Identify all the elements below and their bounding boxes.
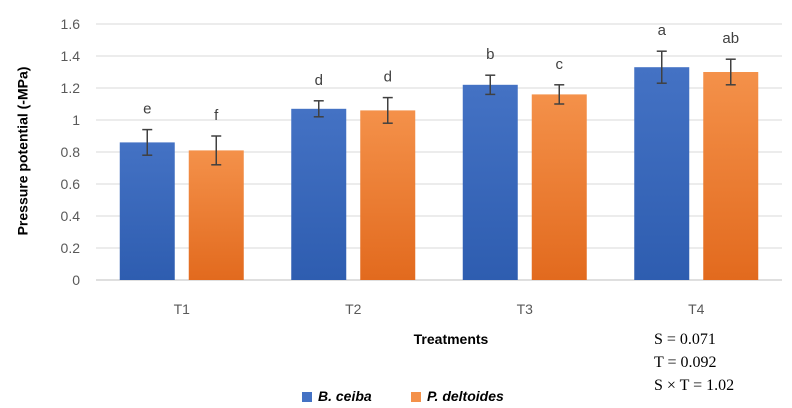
y-tick-label: 1.4	[61, 48, 81, 64]
bar-b-ceiba-t1	[119, 142, 175, 280]
error-bar	[313, 100, 324, 118]
legend-label-b-ceiba: B. ceiba	[318, 388, 372, 404]
y-tick-label: 0.4	[61, 208, 81, 224]
significance-label: e	[143, 101, 151, 118]
error-bar	[656, 50, 667, 84]
x-tick-label: T2	[345, 301, 362, 317]
bars	[119, 67, 759, 281]
significance-label: a	[658, 22, 667, 39]
y-tick-label: 1.2	[61, 80, 81, 96]
y-axis-title: Pressure potential (-MPa)	[15, 67, 31, 236]
x-tick-label: T3	[517, 301, 534, 317]
significance-labels: e f d d b c a ab	[143, 22, 739, 124]
significance-label: d	[384, 69, 392, 86]
legend-swatch-b-ceiba	[302, 392, 312, 402]
bar-b-ceiba-t4	[634, 67, 690, 280]
significance-label: f	[214, 107, 219, 124]
statistics-annotation: S = 0.071 T = 0.092 S × T = 1.02	[654, 331, 734, 394]
bar-p-deltoides-t2	[360, 110, 416, 281]
bar-p-deltoides-t3	[531, 94, 587, 281]
stat-t: T = 0.092	[654, 354, 717, 371]
significance-label: d	[315, 72, 323, 89]
y-axis-ticks: 0 0.2 0.4 0.6 0.8 1 1.2 1.4 1.6	[61, 16, 81, 288]
y-tick-label: 0.8	[61, 144, 81, 160]
x-tick-label: T4	[688, 301, 705, 317]
bar-p-deltoides-t4	[703, 72, 759, 280]
y-tick-label: 0.6	[61, 176, 81, 192]
legend-swatch-p-deltoides	[411, 392, 421, 402]
y-tick-label: 1.6	[61, 16, 81, 32]
bar-p-deltoides-t1	[188, 150, 244, 280]
significance-label: ab	[722, 30, 739, 47]
bar-b-ceiba-t3	[462, 84, 518, 280]
x-tick-label: T1	[174, 301, 191, 317]
legend-label-p-deltoides: P. deltoides	[427, 388, 504, 404]
error-bar	[211, 135, 222, 166]
y-tick-label: 0.2	[61, 240, 81, 256]
bar-b-ceiba-t2	[291, 108, 347, 280]
error-bar	[382, 96, 393, 124]
y-tick-label: 0	[72, 272, 80, 288]
error-bar	[485, 74, 496, 96]
x-axis-ticks: T1 T2 T3 T4	[174, 301, 705, 317]
significance-label: b	[486, 46, 494, 63]
significance-label: c	[556, 56, 564, 73]
error-bar	[725, 58, 736, 86]
error-bars	[142, 50, 736, 166]
error-bar	[142, 128, 153, 156]
y-tick-label: 1	[72, 112, 80, 128]
stat-s: S = 0.071	[654, 331, 716, 348]
legend: B. ceiba P. deltoides	[302, 388, 504, 404]
error-bar	[554, 84, 565, 105]
x-axis-title: Treatments	[414, 331, 489, 347]
stat-sxt: S × T = 1.02	[654, 377, 734, 394]
